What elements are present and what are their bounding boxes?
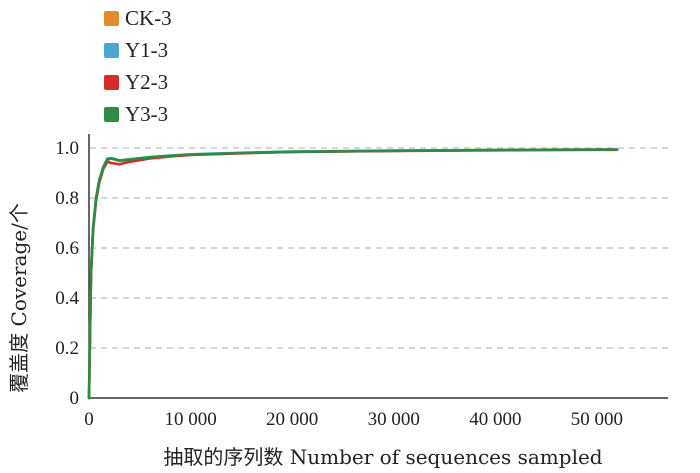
y-tick-label: 0.2 [55, 338, 79, 359]
y-tick-label: 0.6 [55, 238, 79, 259]
legend-label-y1-3: Y1-3 [125, 37, 169, 62]
x-axis-title: 抽取的序列数 Number of sequences sampled [163, 445, 602, 469]
series-line-y1-3 [87, 148, 619, 400]
legend-swatch-ck-3 [104, 10, 119, 26]
tick-labels: 0 0.2 0.4 0.6 0.8 1.0 0 10 000 20 000 30 000 40 00… [55, 138, 623, 430]
legend-label-y2-3: Y2-3 [125, 69, 169, 94]
legend-swatch-y3-3 [104, 106, 119, 122]
axes [88, 134, 668, 399]
legend: CK-3 Y1-3 Y2-3 Y3-3 [104, 2, 172, 130]
legend-item-y3-3: Y3-3 [104, 98, 172, 130]
legend-item-ck-3: CK-3 [104, 2, 172, 34]
x-tick-label: 30 000 [368, 409, 420, 430]
legend-label-ck-3: CK-3 [125, 5, 172, 30]
x-tick-label: 0 [84, 409, 94, 430]
y-tick-label: 0.8 [55, 188, 79, 209]
x-tick-label: 40 000 [469, 409, 521, 430]
legend-item-y2-3: Y2-3 [104, 66, 172, 98]
y-tick-label: 0 [70, 388, 80, 409]
legend-swatch-y2-3 [104, 74, 119, 90]
series-lines [87, 148, 619, 400]
y-tick-label: 1.0 [55, 138, 79, 159]
legend-label-y3-3: Y3-3 [125, 101, 169, 126]
series-line-y2-3 [87, 148, 619, 400]
y-axis-title: 覆盖度 Coverage/个 [7, 203, 31, 393]
grid-lines [90, 147, 668, 349]
legend-item-y1-3: Y1-3 [104, 34, 172, 66]
series-line-ck-3 [87, 148, 619, 400]
x-tick-label: 10 000 [164, 409, 216, 430]
legend-swatch-y1-3 [104, 42, 119, 58]
x-tick-label: 50 000 [571, 409, 623, 430]
y-tick-label: 0.4 [55, 288, 79, 309]
series-line-y3-3 [87, 148, 619, 400]
x-tick-label: 20 000 [266, 409, 318, 430]
